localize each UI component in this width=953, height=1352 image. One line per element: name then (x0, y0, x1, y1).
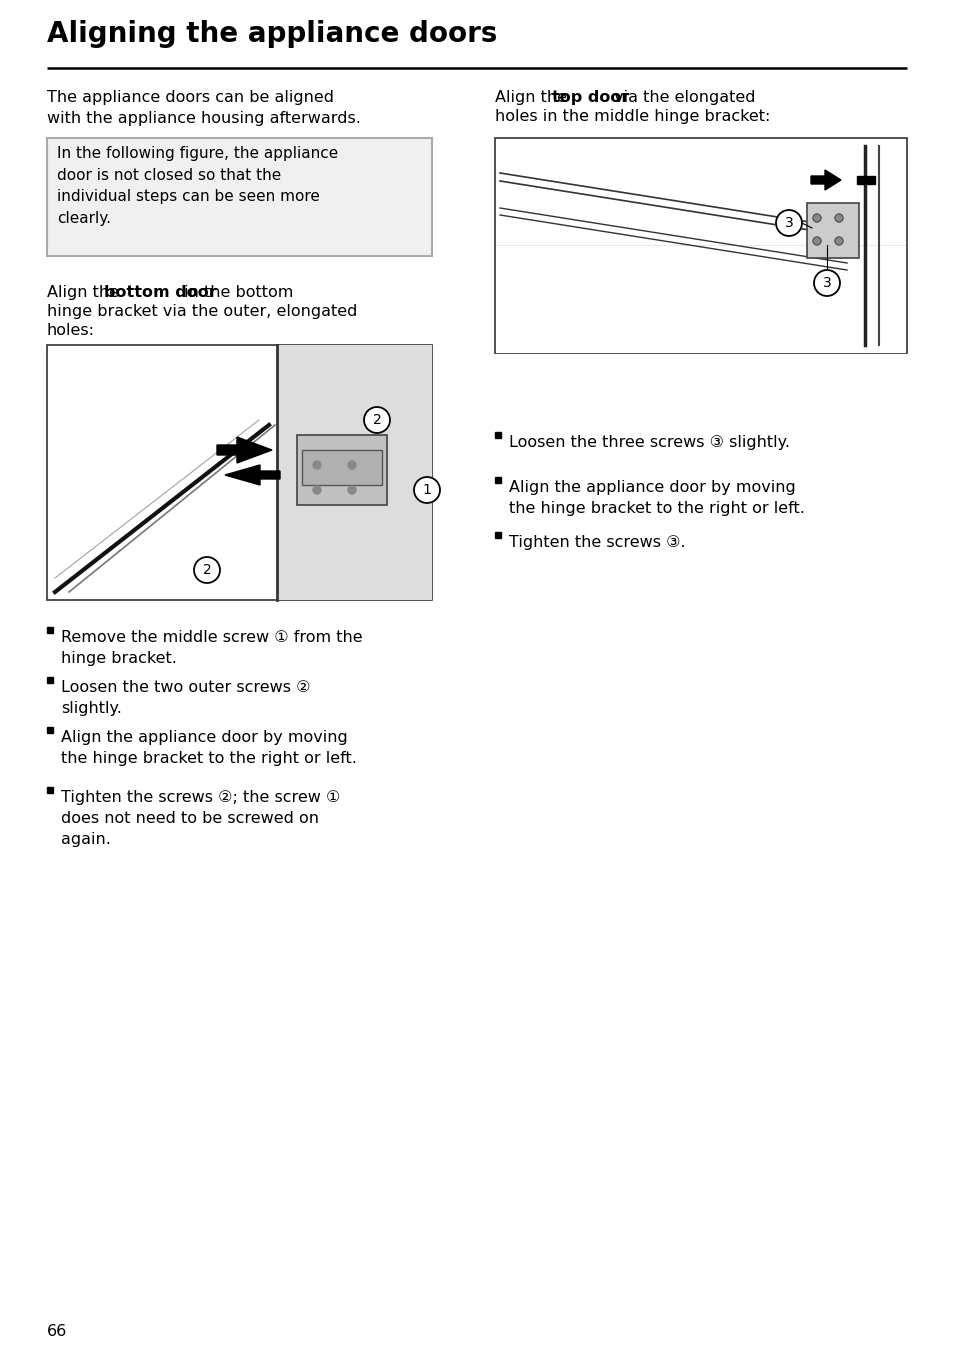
Text: hinge bracket via the outer, elongated: hinge bracket via the outer, elongated (47, 304, 357, 319)
Circle shape (193, 557, 220, 583)
Text: 2: 2 (202, 562, 212, 577)
Bar (47, 345, 432, 600)
Circle shape (834, 214, 842, 222)
Bar (47, 627, 53, 633)
Bar (495, 433, 500, 438)
Text: Aligning the appliance doors: Aligning the appliance doors (47, 20, 497, 49)
Text: bottom door: bottom door (104, 285, 216, 300)
Circle shape (813, 270, 840, 296)
Text: 1: 1 (422, 483, 431, 498)
Text: holes:: holes: (47, 323, 95, 338)
Circle shape (812, 237, 821, 245)
Text: top door: top door (552, 91, 629, 105)
Circle shape (348, 461, 355, 469)
Circle shape (348, 485, 355, 493)
Text: Tighten the screws ②; the screw ①
does not need to be screwed on
again.: Tighten the screws ②; the screw ① does n… (61, 790, 340, 846)
Bar (302, 450, 381, 485)
Circle shape (414, 477, 439, 503)
Text: Remove the middle screw ① from the
hinge bracket.: Remove the middle screw ① from the hinge… (61, 630, 362, 667)
Text: In the following figure, the appliance
door is not closed so that the
individual: In the following figure, the appliance d… (57, 146, 338, 226)
Text: 2: 2 (373, 412, 381, 427)
Text: Align the appliance door by moving
the hinge bracket to the right or left.: Align the appliance door by moving the h… (61, 730, 356, 767)
Circle shape (313, 461, 320, 469)
Bar (47, 787, 53, 794)
Bar (296, 435, 387, 506)
Circle shape (364, 407, 390, 433)
Text: The appliance doors can be aligned
with the appliance housing afterwards.: The appliance doors can be aligned with … (47, 91, 360, 126)
Bar (496, 245, 905, 352)
Bar (495, 531, 500, 538)
Text: 3: 3 (821, 276, 830, 289)
Bar (806, 203, 858, 258)
Text: Align the: Align the (495, 91, 572, 105)
Bar (495, 138, 906, 353)
Text: holes in the middle hinge bracket:: holes in the middle hinge bracket: (495, 110, 770, 124)
Text: Align the appliance door by moving
the hinge bracket to the right or left.: Align the appliance door by moving the h… (509, 480, 804, 516)
Text: Align the: Align the (47, 285, 124, 300)
Circle shape (834, 237, 842, 245)
Bar (496, 246, 905, 353)
Bar (276, 345, 432, 600)
Bar (47, 677, 53, 683)
Text: 66: 66 (47, 1324, 67, 1338)
Text: Loosen the two outer screws ②
slightly.: Loosen the two outer screws ② slightly. (61, 680, 310, 717)
Text: Loosen the three screws ③ slightly.: Loosen the three screws ③ slightly. (509, 435, 789, 450)
Polygon shape (810, 170, 841, 191)
Text: in the bottom: in the bottom (179, 285, 294, 300)
FancyBboxPatch shape (47, 138, 432, 256)
Circle shape (775, 210, 801, 237)
Polygon shape (225, 465, 280, 485)
Text: Tighten the screws ③.: Tighten the screws ③. (509, 535, 685, 550)
Text: 3: 3 (783, 216, 793, 230)
Bar (47, 727, 53, 733)
Bar (495, 477, 500, 483)
Circle shape (313, 485, 320, 493)
Polygon shape (216, 437, 272, 462)
Circle shape (812, 214, 821, 222)
Text: via the elongated: via the elongated (608, 91, 755, 105)
Polygon shape (856, 176, 874, 184)
